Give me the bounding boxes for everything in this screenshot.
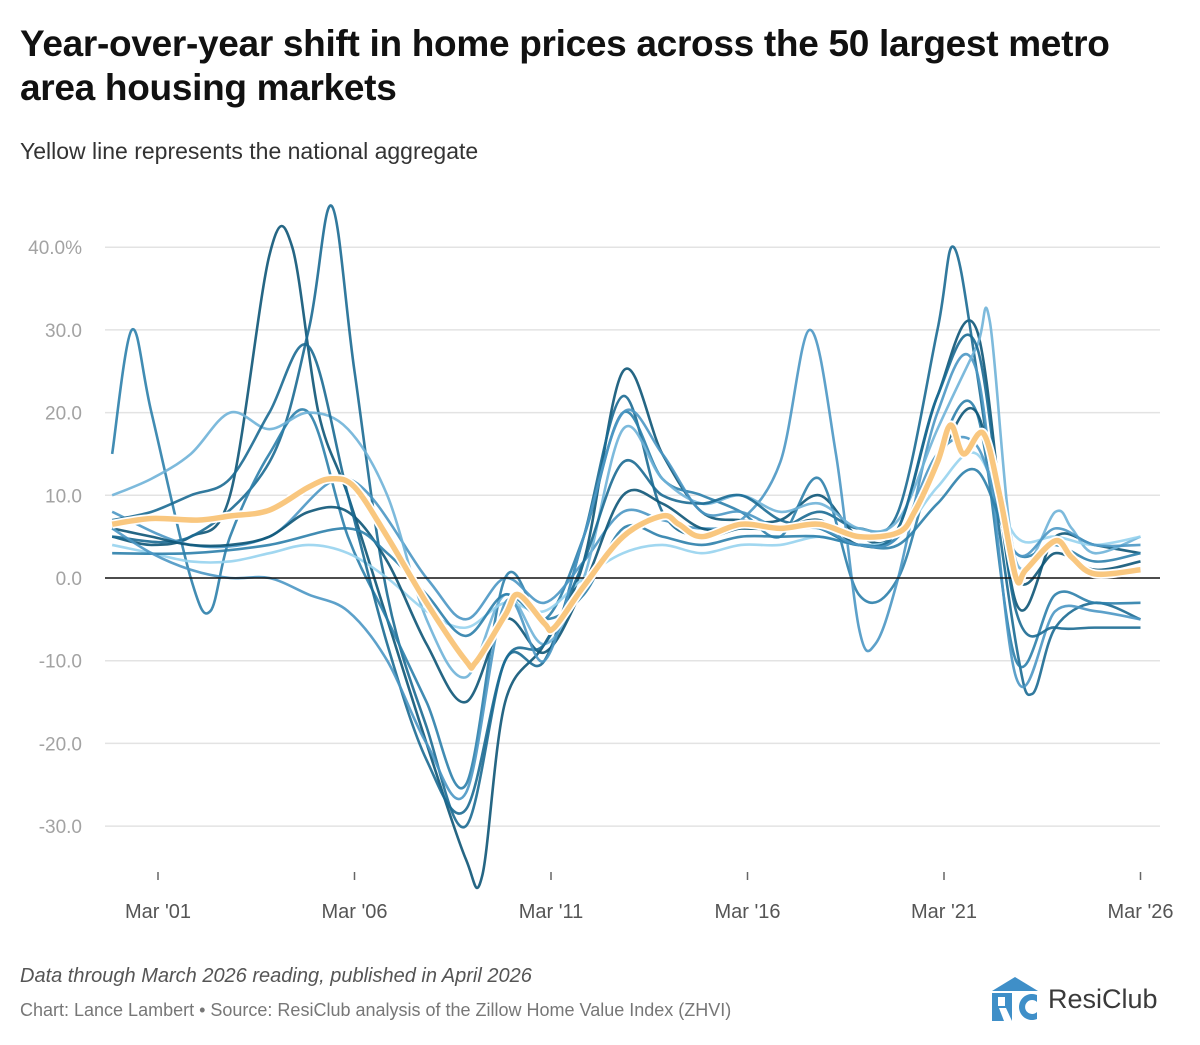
metro-series-line (112, 204, 1141, 829)
y-tick-label: 0.0 (56, 569, 82, 590)
y-tick-label: -10.0 (39, 652, 82, 673)
y-tick-label: -30.0 (39, 817, 82, 838)
x-tick-label: Mar '16 (714, 901, 780, 923)
metro-series-line (111, 451, 1141, 629)
resiclub-logo: ResiClub (990, 975, 1158, 1023)
metro-series-line (111, 407, 1141, 704)
y-tick-label: 20.0 (45, 404, 82, 425)
y-tick-label: -20.0 (39, 734, 82, 755)
data-note: Data through March 2026 reading, publish… (20, 965, 532, 987)
chart-subtitle: Yellow line represents the national aggr… (20, 138, 479, 164)
source-credit: Chart: Lance Lambert • Source: ResiClub … (20, 1000, 732, 1020)
logo-text: ResiClub (1048, 983, 1158, 1014)
national-aggregate-series (111, 422, 1141, 671)
metro-series-line (111, 224, 1141, 890)
x-tick-label: Mar '21 (911, 901, 977, 923)
national-aggregate-line (111, 420, 1142, 673)
metro-series-line (111, 333, 1141, 815)
metro-series-lines (110, 204, 1141, 890)
gridlines (105, 246, 1160, 827)
x-tick-label: Mar '01 (125, 901, 191, 923)
x-axis-ticks: Mar '01 Mar '06 Mar '11 Mar '16 Mar '21 Mar '… (125, 872, 1174, 923)
chart-title: Year-over-year shift in home prices acro… (20, 23, 1110, 108)
metro-series-line (111, 306, 1141, 679)
y-axis-ticks: 40.0% 30.0 20.0 10.0 0.0 -10.0 -20.0 -30.0 (28, 238, 82, 838)
y-tick-label: 10.0 (45, 486, 82, 507)
line-chart: 40.0% 30.0 20.0 10.0 0.0 -10.0 -20.0 -30.0 Mar … (28, 204, 1174, 923)
x-tick-label: Mar '26 (1107, 901, 1173, 923)
resiclub-logo-icon (992, 977, 1038, 1021)
x-tick-label: Mar '06 (321, 901, 387, 923)
x-tick-label: Mar '11 (519, 901, 584, 923)
y-tick-label: 40.0% (28, 238, 82, 259)
metro-series-line (112, 467, 1141, 638)
y-tick-label: 30.0 (45, 321, 82, 342)
